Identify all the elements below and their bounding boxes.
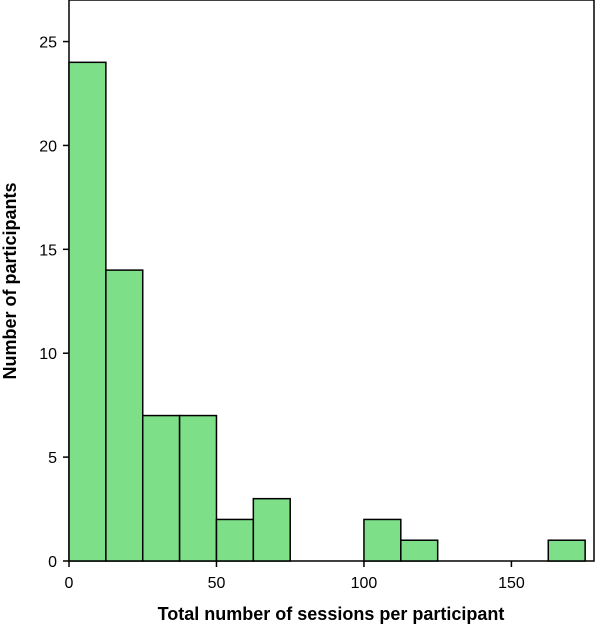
histogram-bar — [215, 518, 255, 562]
histogram-bar — [178, 414, 218, 562]
y-tick-label: 15 — [39, 242, 57, 259]
histogram-bar — [363, 518, 402, 562]
y-tick-label: 0 — [48, 554, 57, 571]
y-axis-label: Number of participants — [0, 182, 20, 379]
x-axis-ticks: 0 50 100 150 — [65, 561, 525, 592]
y-tick-label: 25 — [39, 35, 57, 52]
x-tick-label: 150 — [498, 575, 525, 592]
histogram-bar — [547, 539, 586, 562]
y-tick-label: 20 — [39, 138, 57, 155]
histogram-bar — [105, 269, 144, 562]
histogram-bar — [400, 539, 439, 562]
y-tick-label: 5 — [48, 450, 57, 467]
histogram-bar — [68, 61, 107, 562]
x-axis-label: Total number of sessions per participant — [158, 604, 505, 624]
x-tick-label: 0 — [65, 575, 74, 592]
histogram-bar — [252, 497, 291, 562]
x-tick-label: 100 — [351, 575, 378, 592]
y-axis-ticks: 0 5 10 15 20 25 — [39, 35, 69, 571]
bars-layer — [68, 61, 586, 562]
x-tick-label: 50 — [208, 575, 226, 592]
y-tick-label: 10 — [39, 346, 57, 363]
histogram-bar — [141, 414, 181, 562]
